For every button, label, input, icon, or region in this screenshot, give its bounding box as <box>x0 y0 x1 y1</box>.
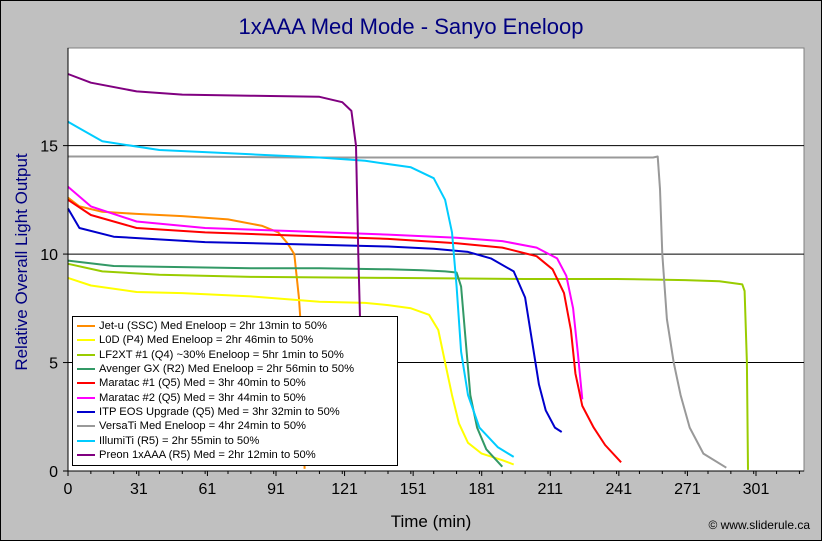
x-tick-label: 91 <box>267 481 285 498</box>
legend-swatch <box>77 325 95 328</box>
x-tick-label: 271 <box>674 481 701 498</box>
x-tick-label: 31 <box>130 481 148 498</box>
legend-item: Maratac #1 (Q5) Med = 3hr 40min to 50% <box>77 376 393 390</box>
legend-item: ITP EOS Upgrade (Q5) Med = 3hr 32min to … <box>77 405 393 419</box>
legend-swatch <box>77 425 95 428</box>
legend-label: ITP EOS Upgrade (Q5) Med = 3hr 32min to … <box>99 405 340 418</box>
legend-swatch <box>77 396 95 399</box>
x-tick-label: 181 <box>468 481 495 498</box>
legend-label: Maratac #1 (Q5) Med = 3hr 40min to 50% <box>99 377 306 390</box>
legend-item: IllumiTi (R5) = 2hr 55min to 50% <box>77 433 393 447</box>
legend-label: L0D (P4) Med Eneloop = 2hr 46min to 50% <box>99 334 314 347</box>
legend-swatch <box>77 353 95 356</box>
legend-swatch <box>77 368 95 371</box>
y-tick-label: 0 <box>49 464 58 481</box>
credit-text: © www.sliderule.ca <box>708 518 810 532</box>
legend-label: LF2XT #1 (Q4) ~30% Eneloop = 5hr 1min to… <box>99 348 344 361</box>
tick-labels: 0 5 10 15 0 31 61 91 121 151 181 211 241 271 301 <box>40 139 769 498</box>
legend-label: Preon 1xAAA (R5) Med = 2hr 12min to 50% <box>99 448 316 461</box>
x-tick-label: 211 <box>538 481 564 498</box>
series-line-5 <box>67 198 622 463</box>
x-tick-label: 61 <box>199 481 217 498</box>
legend-swatch <box>77 339 95 342</box>
legend-swatch <box>77 439 95 442</box>
legend: Jet-u (SSC) Med Eneloop = 2hr 13min to 5… <box>72 316 398 466</box>
legend-item: Avenger GX (R2) Med Eneloop = 2hr 56min … <box>77 362 393 376</box>
legend-swatch <box>77 410 95 413</box>
y-tick-label: 10 <box>40 247 58 264</box>
legend-swatch <box>77 382 95 385</box>
legend-item: L0D (P4) Med Eneloop = 2hr 46min to 50% <box>77 333 393 347</box>
series-line-3 <box>67 262 749 470</box>
x-tick-label: 0 <box>64 481 73 498</box>
legend-item: LF2XT #1 (Q4) ~30% Eneloop = 5hr 1min to… <box>77 348 393 362</box>
series-line-9 <box>67 120 515 458</box>
axes <box>63 48 804 476</box>
y-axis-label: Relative Overall Light Output <box>12 153 31 371</box>
legend-label: IllumiTi (R5) = 2hr 55min to 50% <box>99 434 260 447</box>
y-tick-label: 15 <box>40 139 58 156</box>
legend-item: Jet-u (SSC) Med Eneloop = 2hr 13min to 5… <box>77 319 393 333</box>
series-line-7 <box>67 207 563 433</box>
series-line-2 <box>67 276 515 466</box>
x-tick-label: 301 <box>743 481 770 498</box>
legend-item: Preon 1xAAA (R5) Med = 2hr 12min to 50% <box>77 448 393 462</box>
series-line-8 <box>68 155 727 469</box>
legend-label: Jet-u (SSC) Med Eneloop = 2hr 13min to 5… <box>99 320 327 333</box>
x-tick-label: 241 <box>606 481 633 498</box>
x-tick-label: 151 <box>400 481 427 498</box>
legend-item: Maratac #2 (Q5) Med = 3hr 44min to 50% <box>77 390 393 404</box>
x-tick-label: 121 <box>331 481 358 498</box>
legend-label: Avenger GX (R2) Med Eneloop = 2hr 56min … <box>99 363 355 376</box>
legend-label: VersaTi Med Eneloop = 4hr 24min to 50% <box>99 420 306 433</box>
y-tick-label: 5 <box>49 356 58 373</box>
series-line-6 <box>67 186 584 400</box>
legend-swatch <box>77 453 95 456</box>
x-axis-label: Time (min) <box>390 512 472 531</box>
legend-item: VersaTi Med Eneloop = 4hr 24min to 50% <box>77 419 393 433</box>
chart-title: 1xAAA Med Mode - Sanyo Eneloop <box>238 14 584 39</box>
legend-label: Maratac #2 (Q5) Med = 3hr 44min to 50% <box>99 391 306 404</box>
